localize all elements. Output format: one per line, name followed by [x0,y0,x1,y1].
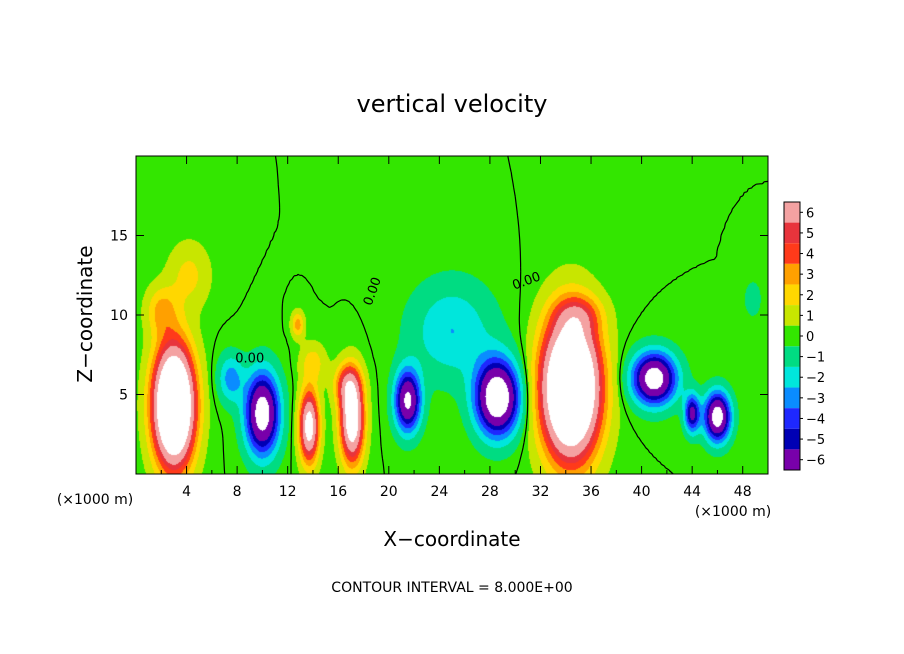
colorbar-swatch [784,222,800,244]
colorbar-label: 0 [806,330,814,345]
colorbar-label: 4 [806,248,814,263]
colorbar-swatch [784,284,800,306]
x-tick-label: 36 [582,484,600,500]
heatmap-image [136,156,768,474]
colorbar-swatch [784,408,800,429]
colorbar-swatch [784,243,800,264]
heatmap-area [136,156,768,474]
zero-contour-path [211,156,768,474]
contour-label: 0.00 [235,352,264,367]
colorbar-swatch [784,366,800,388]
x-tick-label: 16 [329,484,347,500]
colorbar-swatch [784,346,800,367]
colorbar-swatch [784,387,800,409]
colorbar: 6 5 4 3 2 1 0 −1 −2 −3 −4 −5 −6 [783,201,825,471]
colorbar-label: 3 [806,268,814,283]
x-tick-label: 4 [182,484,191,500]
colorbar-label: −2 [806,371,825,386]
colorbar-swatch [784,449,800,470]
colorbar-label: −4 [806,412,825,427]
colorbar-label: 6 [806,206,814,221]
x-axis-label: X−coordinate [383,527,520,551]
colorbar-swatch [784,202,800,223]
y-axis-ticks: 5 10 15 [110,229,768,404]
x-tick-label: 24 [430,484,448,500]
x-unit-right: (×1000 m) [695,504,771,520]
colorbar-swatch [784,428,800,450]
contour-interval-note: CONTOUR INTERVAL = 8.000E+00 [331,580,572,596]
colorbar-label: −6 [806,454,825,469]
y-tick-label: 10 [110,308,128,324]
colorbar-swatch [784,263,800,285]
y-tick-label: 5 [119,388,128,404]
zero-contour-lines [211,156,768,474]
x-tick-label: 48 [734,484,752,500]
y-tick-label: 15 [110,229,128,245]
x-tick-label: 20 [380,484,398,500]
x-tick-label: 40 [633,484,651,500]
colorbar-label: −1 [806,351,825,366]
x-tick-label: 12 [279,484,297,500]
colorbar-label: 1 [806,309,814,324]
colorbar-label: −5 [806,433,825,448]
x-unit-left: (×1000 m) [57,492,133,508]
x-tick-label: 32 [532,484,550,500]
y-axis-label: Z−coordinate [73,245,97,382]
x-axis-ticks: 4 8 12 16 20 24 28 32 36 40 44 48 [160,156,769,500]
x-tick-label: 28 [481,484,499,500]
x-tick-label: 44 [683,484,701,500]
colorbar-label: 2 [806,289,814,304]
colorbar-swatch [784,305,800,326]
colorbar-label: −3 [806,392,825,407]
colorbar-label: 5 [806,227,814,242]
chart-title: vertical velocity [357,90,548,118]
x-tick-label: 8 [233,484,242,500]
colorbar-swatch [784,325,800,347]
